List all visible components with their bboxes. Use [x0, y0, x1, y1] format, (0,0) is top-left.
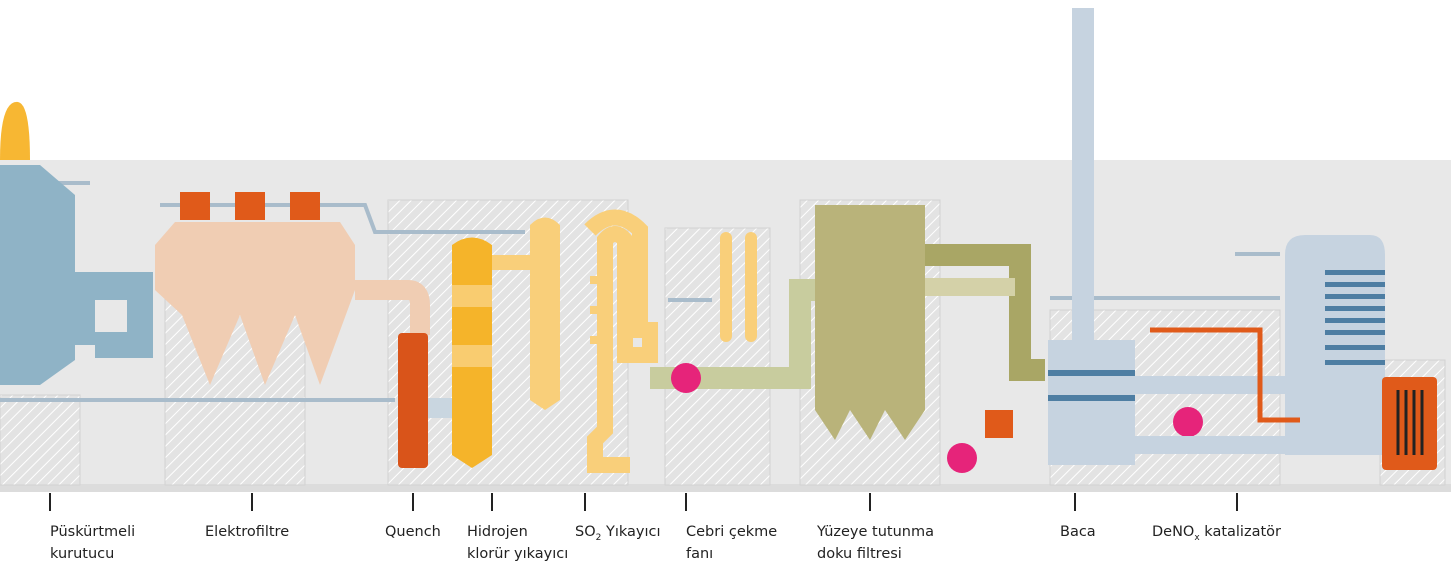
label-text: Elektrofiltre: [205, 524, 289, 540]
label-part: Yıkayıcı: [601, 524, 660, 540]
label-text: Quench: [385, 524, 441, 540]
label-text: doku filtresi: [817, 546, 902, 562]
label-text: Püskürtmeli: [50, 524, 135, 540]
label-part: katalizatör: [1200, 524, 1281, 540]
label-part: DeNO: [1152, 524, 1194, 540]
label-part: SO: [575, 524, 596, 540]
label-text: fanı: [686, 546, 713, 562]
label-text: Cebri çekme: [686, 524, 777, 540]
label-text: Baca: [1060, 524, 1096, 540]
label-text: SO2 Yıkayıcı: [575, 524, 661, 543]
label-text: klorür yıkayıcı: [467, 546, 568, 562]
label-text: DeNOx katalizatör: [1152, 524, 1281, 543]
label-text: kurutucu: [50, 546, 114, 562]
label-text: Hidrojen: [467, 524, 528, 540]
labels: Püskürtmeli kurutucu Elektrofiltre Quench Hi…: [50, 493, 1281, 562]
label-text: Yüzeye tutunma: [816, 524, 934, 540]
plant-diagram: Püskürtmeli kurutucu Elektrofiltre Quench Hi…: [0, 0, 1451, 568]
